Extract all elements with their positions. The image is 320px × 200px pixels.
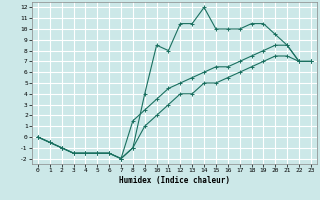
X-axis label: Humidex (Indice chaleur): Humidex (Indice chaleur) xyxy=(119,176,230,185)
